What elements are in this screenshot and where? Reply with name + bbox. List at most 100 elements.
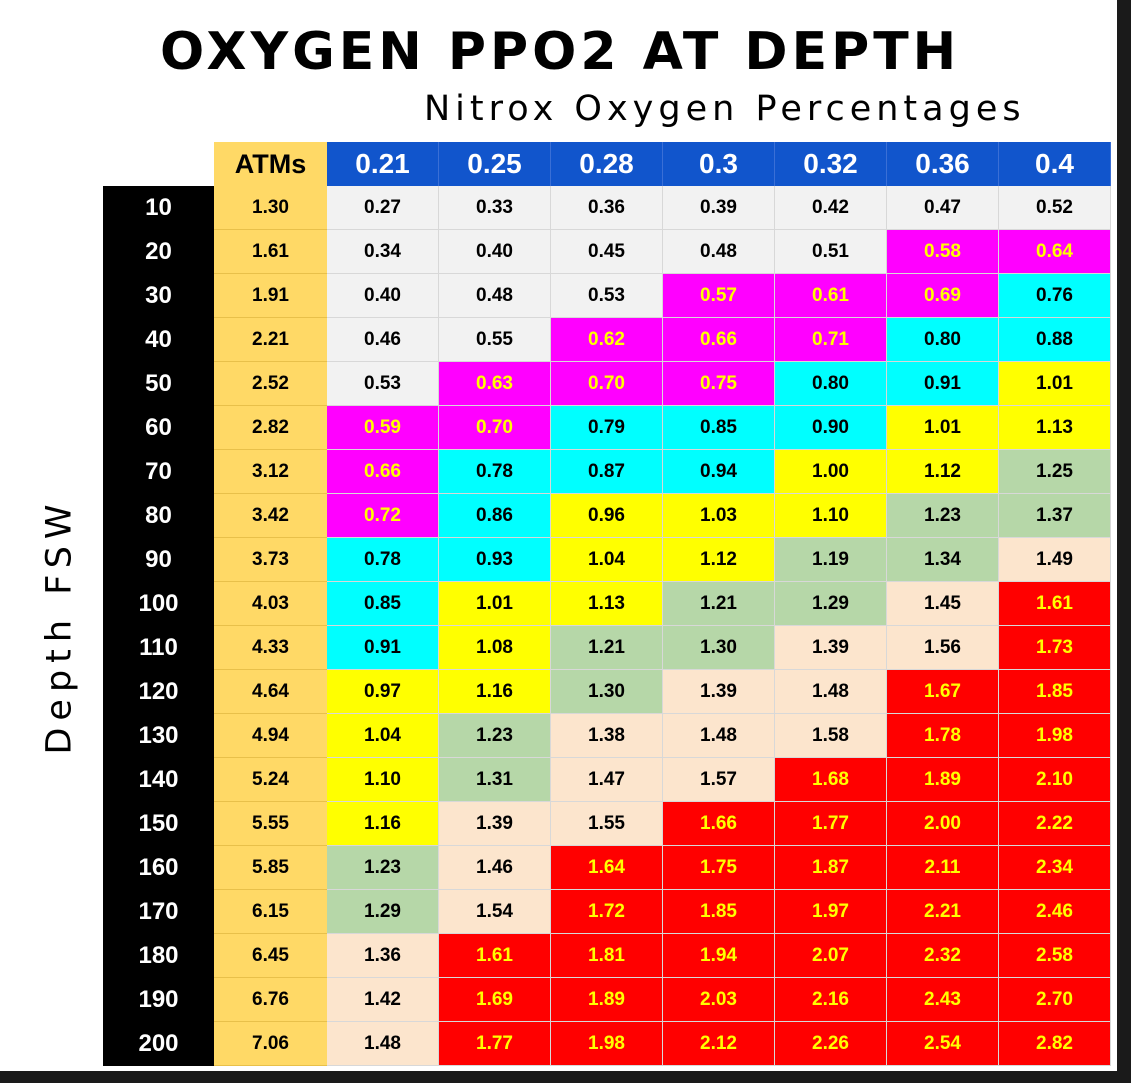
atm-cell: 4.64 (214, 670, 327, 714)
ppo2-cell: 1.03 (663, 494, 775, 538)
ppo2-cell: 0.69 (887, 274, 999, 318)
ppo2-cell: 1.16 (327, 802, 439, 846)
ppo2-cell: 2.07 (775, 934, 887, 978)
ppo2-cell: 0.47 (887, 186, 999, 230)
ppo2-cell: 0.70 (439, 406, 551, 450)
ppo2-cell: 0.90 (775, 406, 887, 450)
ppo2-cell: 0.36 (551, 186, 663, 230)
ppo2-cell: 0.78 (439, 450, 551, 494)
ppo2-cell: 1.89 (551, 978, 663, 1022)
ppo2-cell: 2.82 (999, 1022, 1111, 1066)
ppo2-cell: 0.33 (439, 186, 551, 230)
depth-cell: 100 (103, 582, 214, 626)
ppo2-cell: 1.77 (439, 1022, 551, 1066)
ppo2-cell: 0.27 (327, 186, 439, 230)
atm-cell: 4.94 (214, 714, 327, 758)
ppo2-cell: 0.93 (439, 538, 551, 582)
ppo2-cell: 1.10 (775, 494, 887, 538)
ppo2-cell: 0.88 (999, 318, 1111, 362)
ppo2-cell: 1.39 (439, 802, 551, 846)
ppo2-cell: 2.54 (887, 1022, 999, 1066)
depth-cell: 30 (103, 274, 214, 318)
ppo2-cell: 1.49 (999, 538, 1111, 582)
ppo2-cell: 1.81 (551, 934, 663, 978)
ppo2-cell: 1.56 (887, 626, 999, 670)
ppo2-cell: 1.39 (775, 626, 887, 670)
ppo2-cell: 0.48 (439, 274, 551, 318)
ppo2-cell: 2.03 (663, 978, 775, 1022)
ppo2-cell: 1.12 (663, 538, 775, 582)
ppo2-cell: 0.63 (439, 362, 551, 406)
ppo2-cell: 1.42 (327, 978, 439, 1022)
ppo2-cell: 1.97 (775, 890, 887, 934)
oxygen-column-header: 0.25 (439, 142, 551, 186)
ppo2-cell: 0.97 (327, 670, 439, 714)
ppo2-cell: 0.40 (439, 230, 551, 274)
atm-cell: 5.55 (214, 802, 327, 846)
atm-cell: 6.76 (214, 978, 327, 1022)
ppo2-cell: 1.01 (439, 582, 551, 626)
ppo2-cell: 1.31 (439, 758, 551, 802)
depth-cell: 170 (103, 890, 214, 934)
ppo2-cell: 1.10 (327, 758, 439, 802)
ppo2-cell: 0.57 (663, 274, 775, 318)
ppo2-cell: 0.66 (663, 318, 775, 362)
depth-cell: 190 (103, 978, 214, 1022)
ppo2-cell: 1.78 (887, 714, 999, 758)
ppo2-cell: 0.80 (775, 362, 887, 406)
ppo2-cell: 1.48 (327, 1022, 439, 1066)
atm-cell: 5.85 (214, 846, 327, 890)
ppo2-cell: 1.39 (663, 670, 775, 714)
depth-cell: 140 (103, 758, 214, 802)
oxygen-column-header: 0.36 (887, 142, 999, 186)
depth-cell: 180 (103, 934, 214, 978)
depth-cell: 160 (103, 846, 214, 890)
ppo2-cell: 0.79 (551, 406, 663, 450)
ppo2-cell: 1.01 (999, 362, 1111, 406)
ppo2-cell: 1.98 (551, 1022, 663, 1066)
ppo2-cell: 2.22 (999, 802, 1111, 846)
ppo2-cell: 2.70 (999, 978, 1111, 1022)
ppo2-cell: 1.72 (551, 890, 663, 934)
atm-cell: 3.42 (214, 494, 327, 538)
ppo2-cell: 0.91 (887, 362, 999, 406)
ppo2-cell: 2.21 (887, 890, 999, 934)
ppo2-cell: 1.57 (663, 758, 775, 802)
ppo2-cell: 0.70 (551, 362, 663, 406)
ppo2-cell: 1.37 (999, 494, 1111, 538)
ppo2-cell: 1.69 (439, 978, 551, 1022)
atm-cell: 3.12 (214, 450, 327, 494)
atm-cell: 6.45 (214, 934, 327, 978)
ppo2-cell: 0.39 (663, 186, 775, 230)
atm-cell: 1.30 (214, 186, 327, 230)
ppo2-cell: 1.87 (775, 846, 887, 890)
column-group-label: Nitrox Oxygen Percentages (424, 89, 1026, 129)
ppo2-cell: 1.30 (551, 670, 663, 714)
depth-cell: 120 (103, 670, 214, 714)
atm-cell: 2.52 (214, 362, 327, 406)
ppo2-cell: 1.48 (775, 670, 887, 714)
oxygen-column-header: 0.3 (663, 142, 775, 186)
ppo2-cell: 1.54 (439, 890, 551, 934)
ppo2-cell: 1.12 (887, 450, 999, 494)
depth-cell: 200 (103, 1022, 214, 1066)
ppo2-cell: 1.21 (663, 582, 775, 626)
ppo2-cell: 0.48 (663, 230, 775, 274)
depth-cell: 40 (103, 318, 214, 362)
ppo2-cell: 0.58 (887, 230, 999, 274)
ppo2-cell: 1.34 (887, 538, 999, 582)
ppo2-cell: 1.25 (999, 450, 1111, 494)
ppo2-cell: 2.00 (887, 802, 999, 846)
ppo2-cell: 1.23 (887, 494, 999, 538)
ppo2-cell: 0.66 (327, 450, 439, 494)
depth-cell: 150 (103, 802, 214, 846)
depth-cell: 50 (103, 362, 214, 406)
ppo2-cell: 0.91 (327, 626, 439, 670)
ppo2-cell: 1.01 (887, 406, 999, 450)
ppo2-cell: 2.34 (999, 846, 1111, 890)
ppo2-cell: 0.71 (775, 318, 887, 362)
ppo2-cell: 0.51 (775, 230, 887, 274)
ppo2-cell: 1.08 (439, 626, 551, 670)
ppo2-cell: 1.94 (663, 934, 775, 978)
ppo2-cell: 1.36 (327, 934, 439, 978)
